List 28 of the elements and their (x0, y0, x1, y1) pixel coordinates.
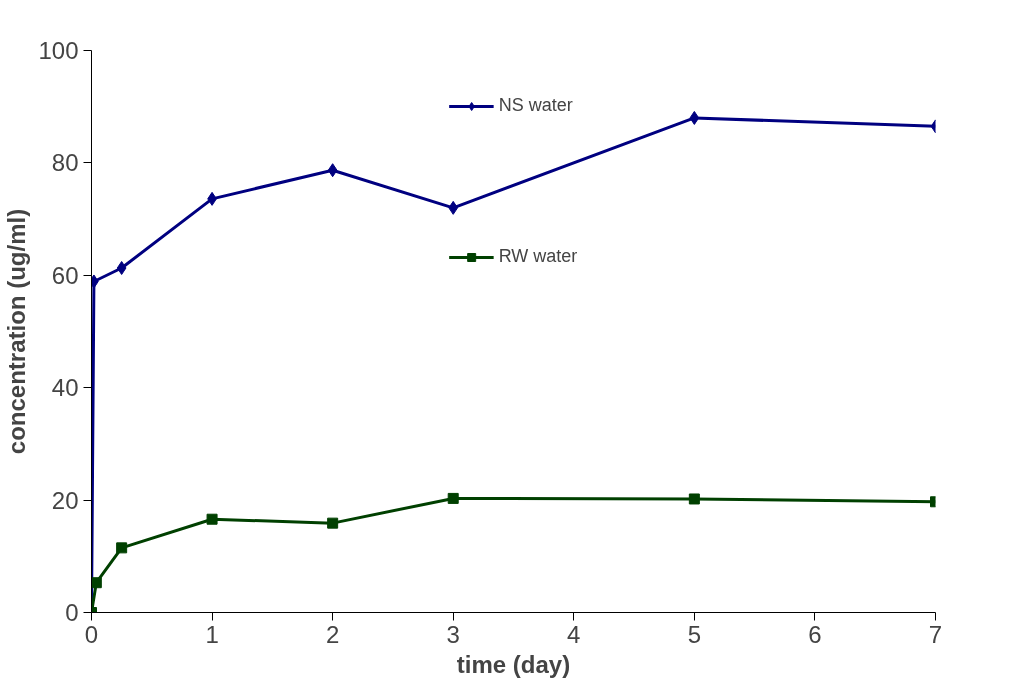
y-axis-title: concentration (ug/ml) (3, 208, 31, 455)
point (116, 260, 127, 275)
point (689, 110, 700, 125)
x-tick-label: 3 (446, 620, 460, 648)
legend-label: RW water (498, 246, 578, 267)
legend-label: NS water (498, 95, 573, 116)
x-tick-label: 4 (567, 620, 581, 648)
x-tick-label: 2 (325, 620, 340, 648)
y-tick-label: 0 (65, 599, 79, 626)
x-tick-label: 1 (205, 620, 219, 648)
point (327, 163, 338, 178)
y-tick-label: 40 (51, 374, 79, 402)
x-axis-title: time (day) (456, 650, 571, 678)
point (447, 492, 459, 504)
y-tick-label: 20 (51, 486, 79, 514)
point (116, 542, 128, 554)
point (327, 517, 339, 529)
y-tick-label: 80 (51, 149, 79, 177)
point (91, 577, 102, 589)
point (448, 200, 459, 215)
point (206, 513, 218, 525)
y-tick-label: 100 (38, 37, 79, 64)
x-tick-label: 0 (84, 620, 99, 648)
x-tick-label: 5 (687, 620, 702, 648)
point (688, 493, 700, 505)
y-tick-label: 60 (51, 261, 79, 289)
x-tick-label: 7 (928, 620, 943, 648)
x-tick-label: 6 (808, 620, 822, 648)
